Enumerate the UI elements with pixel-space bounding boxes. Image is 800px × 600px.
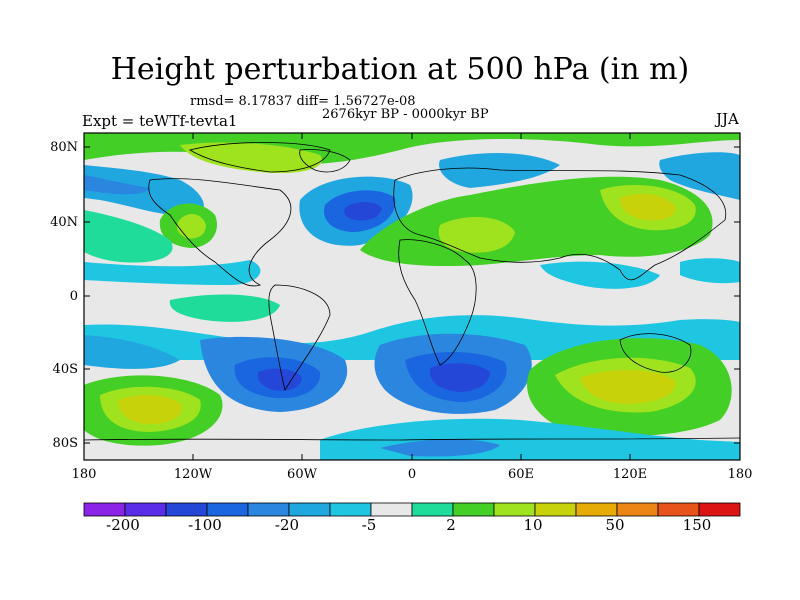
lon-label: 120W: [173, 467, 213, 482]
contour-region: [680, 258, 740, 284]
contour-field: [84, 133, 740, 460]
colorbar: [83, 502, 741, 517]
colorbar-swatch: [616, 502, 659, 517]
colorbar-label: -20: [274, 516, 300, 534]
contour-region: [84, 175, 150, 195]
contour-region: [84, 335, 180, 369]
contour-region: [118, 395, 183, 424]
colorbar-label: 10: [523, 516, 543, 534]
contour-region: [84, 260, 261, 285]
contour-region: [169, 294, 280, 322]
contour-region: [659, 152, 740, 200]
lat-label: 0: [69, 289, 78, 304]
colorbar-swatch: [206, 502, 249, 517]
contour-region: [84, 210, 173, 263]
period-text: 2676kyr BP - 0000kyr BP: [322, 107, 489, 122]
colorbar-label: -200: [106, 516, 140, 534]
colorbar-swatch: [329, 502, 372, 517]
lat-label: 80S: [52, 436, 78, 451]
colorbar-swatch: [575, 502, 618, 517]
colorbar-label: 2: [446, 516, 456, 534]
plot-title: Height perturbation at 500 hPa (in m): [110, 52, 690, 87]
colorbar-swatch: [83, 502, 126, 517]
colorbar-swatch: [493, 502, 536, 517]
colorbar-swatch: [411, 502, 454, 517]
season-label: JJA: [716, 110, 739, 128]
lat-label: 40N: [50, 215, 78, 230]
colorbar-swatch: [288, 502, 331, 517]
lon-label: 180: [727, 467, 753, 482]
colorbar-swatch: [247, 502, 290, 517]
contour-region: [257, 368, 302, 391]
colorbar-label: -100: [188, 516, 222, 534]
contour-region: [620, 193, 676, 221]
colorbar-swatch: [124, 502, 167, 517]
colorbar-swatch: [657, 502, 700, 517]
contour-region: [344, 202, 382, 221]
stats-text: rmsd= 8.17837 diff= 1.56727e-08: [190, 94, 416, 109]
contour-region: [180, 142, 322, 174]
experiment-label: Expt = teWTf-tevta1: [82, 112, 238, 130]
lon-label: 180: [71, 467, 97, 482]
colorbar-label: 50: [605, 516, 625, 534]
coastlines: [84, 142, 740, 441]
contour-region: [380, 439, 500, 457]
lon-label: 60W: [287, 467, 317, 482]
contour-region: [439, 153, 560, 188]
lon-label: 120E: [612, 467, 648, 482]
colorbar-label: -5: [361, 516, 377, 534]
colorbar-swatch: [452, 502, 495, 517]
colorbar-swatch: [534, 502, 577, 517]
axis-ticks: [83, 133, 741, 460]
contour-region: [176, 214, 206, 239]
lat-label: 40S: [52, 362, 78, 377]
contour-region: [438, 216, 515, 253]
lat-label: 80N: [50, 140, 78, 155]
colorbar-label: 150: [682, 516, 712, 534]
contour-region: [540, 261, 660, 289]
contour-region: [580, 369, 676, 404]
colorbar-swatch: [165, 502, 208, 517]
lon-label: 60E: [507, 467, 535, 482]
lon-label: 0: [407, 467, 417, 482]
colorbar-swatch: [370, 502, 413, 517]
colorbar-swatch: [698, 502, 741, 517]
contour-region: [429, 363, 490, 392]
